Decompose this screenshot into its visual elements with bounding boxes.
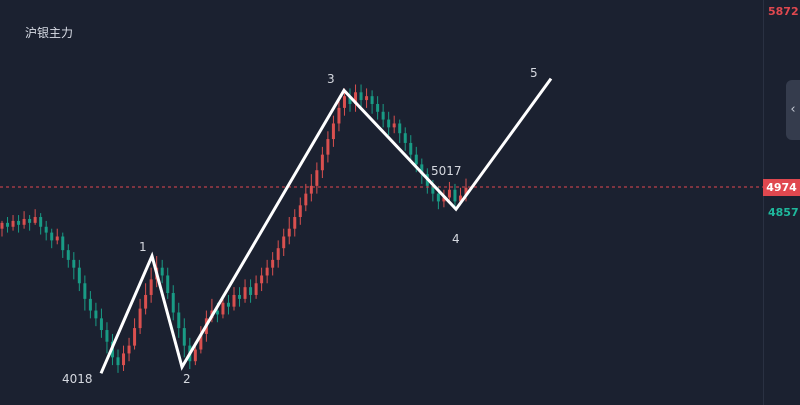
candle-body — [304, 193, 308, 206]
collapse-panel-button[interactable]: ‹ — [786, 80, 800, 140]
candle-body — [116, 357, 120, 366]
candle-body — [453, 189, 457, 202]
candle-body — [392, 123, 396, 128]
candle-body — [22, 218, 26, 225]
candle-body — [61, 236, 65, 251]
current-price-badge: 4974 — [763, 179, 800, 196]
candle-body — [83, 283, 87, 299]
candle-body — [127, 345, 131, 354]
candle-body — [166, 275, 170, 294]
candle-body — [265, 267, 269, 276]
candle-body — [6, 222, 10, 227]
candle-body — [414, 154, 418, 165]
candle-body — [11, 220, 15, 227]
candle-body — [431, 185, 435, 194]
candle-body — [370, 96, 374, 104]
candle-body — [66, 250, 70, 260]
candle-body — [398, 123, 402, 134]
candle-body — [94, 310, 98, 319]
candle-body — [33, 217, 37, 223]
candle-body — [293, 217, 297, 229]
candle-body — [77, 267, 81, 284]
candle-body — [44, 226, 48, 233]
candle-body — [39, 217, 43, 227]
candle-body — [72, 259, 76, 268]
candle-body — [309, 185, 313, 194]
candle-body — [337, 107, 341, 124]
candle-body — [138, 308, 142, 329]
wave-label-4: 4 — [452, 232, 460, 246]
candle-body — [403, 133, 407, 143]
candle-body — [193, 349, 197, 362]
candle-body — [177, 312, 181, 329]
candle-body — [458, 195, 462, 202]
candle-body — [442, 197, 446, 202]
candle-body — [144, 294, 148, 309]
candle-body — [0, 222, 4, 229]
low-price-annotation: 4018 — [62, 372, 93, 386]
candle-body — [171, 293, 175, 313]
candle-body — [88, 298, 92, 311]
chart-plot-area[interactable] — [0, 0, 763, 405]
candle-body — [260, 275, 264, 284]
candle-body — [122, 353, 126, 366]
candle-body — [315, 170, 319, 186]
candle-body — [381, 111, 385, 120]
price-axis-ref: 4857 — [768, 206, 799, 219]
candle-body — [271, 259, 275, 268]
candle-body — [254, 283, 258, 295]
candle-body — [232, 294, 236, 307]
candle-body — [326, 139, 330, 155]
candle-body — [17, 220, 21, 225]
candle-body — [348, 96, 352, 104]
candle-body — [226, 302, 230, 307]
elliott-wave-line — [99, 77, 553, 374]
candle-body — [365, 96, 369, 101]
candle-body — [99, 318, 103, 331]
candle-body — [55, 236, 59, 241]
candle-body — [420, 164, 424, 175]
wave-label-1: 1 — [139, 240, 147, 254]
candle-body — [243, 287, 247, 299]
wave-label-5: 5 — [530, 66, 538, 80]
peak-price-annotation: 5017 — [431, 164, 462, 178]
candles-layer — [0, 84, 468, 373]
price-axis-panel — [763, 0, 800, 405]
candle-body — [359, 92, 363, 101]
price-axis-high: 5872 — [768, 5, 799, 18]
candle-body — [464, 187, 468, 196]
candle-body — [282, 236, 286, 249]
candle-body — [436, 193, 440, 202]
candle-body — [376, 103, 380, 112]
candle-body — [409, 142, 413, 155]
candle-body — [199, 333, 203, 350]
candle-body — [50, 232, 54, 241]
candle-body — [387, 119, 391, 128]
candle-body — [105, 330, 109, 342]
candle-body — [447, 189, 451, 198]
chevron-left-icon: ‹ — [790, 102, 796, 117]
candle-body — [28, 218, 32, 223]
candle-body — [215, 310, 219, 315]
symbol-title: 沪银主力 — [25, 26, 74, 40]
candle-body — [221, 302, 225, 315]
wave-label-3: 3 — [327, 72, 335, 86]
candle-body — [249, 287, 253, 295]
candle-body — [331, 123, 335, 140]
candle-body — [238, 294, 242, 299]
candle-body — [287, 228, 291, 237]
candle-body — [298, 205, 302, 218]
candle-body — [160, 267, 164, 276]
wave-label-2: 2 — [183, 372, 191, 386]
candle-body — [182, 328, 186, 346]
candle-body — [342, 96, 346, 108]
candle-body — [354, 92, 358, 104]
candle-body — [320, 154, 324, 171]
candle-body — [276, 248, 280, 260]
candle-body — [149, 279, 153, 295]
candle-body — [133, 328, 137, 346]
